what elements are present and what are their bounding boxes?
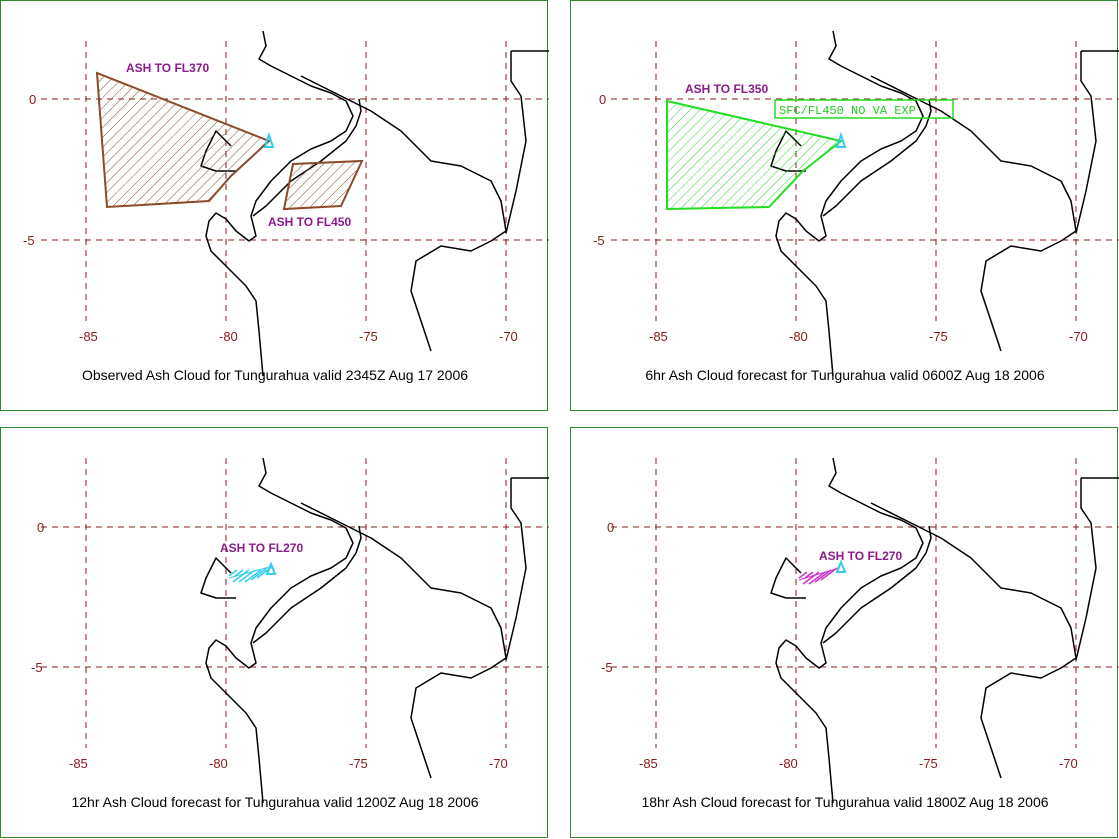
svg-text:-70: -70	[489, 756, 508, 771]
panel-12hr: ASH TO FL270 -85 -80 -75 -70 0 -5 12hr A…	[0, 427, 549, 838]
lon-tick-labels: -85 -80 -75 -70	[639, 756, 1078, 771]
lon-tick-labels: -85 -80 -75 -70	[649, 329, 1088, 344]
lat-tick-labels: 0 -5	[31, 520, 44, 675]
svg-text:-75: -75	[919, 756, 938, 771]
ash-cloud-18hr	[798, 567, 840, 585]
caption-18hr: 18hr Ash Cloud forecast for Tungurahua v…	[641, 794, 1049, 810]
label-ash-fl370: ASH TO FL370	[126, 61, 209, 75]
svg-text:-80: -80	[219, 329, 238, 344]
svg-text:0: 0	[599, 92, 606, 107]
label-ash-fl350: ASH TO FL350	[685, 82, 768, 96]
lat-tick-labels: 0 -5	[23, 92, 36, 248]
label-ash-fl270: ASH TO FL270	[220, 541, 303, 555]
graticule	[611, 41, 1119, 321]
graticule	[611, 458, 1119, 748]
svg-text:-85: -85	[639, 756, 658, 771]
volcano-marker	[263, 131, 275, 148]
svg-text:-80: -80	[789, 329, 808, 344]
panel-6hr: ASH TO FL350 SFC/FL450 NO VA EXP -85 -80…	[570, 0, 1119, 411]
map-18hr: ASH TO FL270 -85 -80 -75 -70 0 -5	[601, 457, 1119, 804]
label-ash-fl270: ASH TO FL270	[819, 549, 902, 563]
lat-tick-labels: 0 -5	[593, 92, 606, 248]
svg-text:-70: -70	[499, 329, 518, 344]
coastline	[200, 30, 549, 377]
panel-observed: ASH TO FL370 ASH TO FL450 -85 -80 -75 -7…	[0, 0, 549, 411]
label-ash-fl450: ASH TO FL450	[268, 215, 351, 229]
svg-text:-85: -85	[69, 756, 88, 771]
volcano-marker	[835, 559, 847, 573]
caption-6hr: 6hr Ash Cloud forecast for Tungurahua va…	[645, 367, 1045, 383]
svg-text:-75: -75	[349, 756, 368, 771]
graticule	[41, 41, 549, 321]
svg-text:0: 0	[29, 92, 36, 107]
coastline	[770, 457, 1119, 804]
coastline	[770, 30, 1119, 377]
caption-12hr: 12hr Ash Cloud forecast for Tungurahua v…	[71, 794, 479, 810]
svg-text:-75: -75	[929, 329, 948, 344]
ash-cloud-6hr	[666, 99, 954, 211]
map-observed: ASH TO FL370 ASH TO FL450 -85 -80 -75 -7…	[23, 30, 549, 377]
svg-text:-80: -80	[779, 756, 798, 771]
svg-text:-85: -85	[649, 329, 668, 344]
svg-text:0: 0	[37, 520, 44, 535]
map-6hr: ASH TO FL350 SFC/FL450 NO VA EXP -85 -80…	[593, 30, 1119, 377]
map-12hr: ASH TO FL270 -85 -80 -75 -70 0 -5	[31, 457, 549, 804]
svg-text:-5: -5	[601, 660, 613, 675]
svg-text:-5: -5	[23, 233, 35, 248]
lon-tick-labels: -85 -80 -75 -70	[79, 329, 518, 344]
svg-text:-5: -5	[593, 233, 605, 248]
volcano-marker	[835, 131, 847, 148]
coastline	[200, 457, 549, 804]
graticule	[41, 458, 549, 748]
caption-observed: Observed Ash Cloud for Tungurahua valid …	[81, 367, 469, 383]
ash-cloud-12hr	[228, 565, 274, 583]
svg-text:-5: -5	[31, 660, 43, 675]
svg-text:-80: -80	[209, 756, 228, 771]
volcano-marker	[265, 561, 277, 575]
lat-tick-labels: 0 -5	[601, 520, 614, 675]
panel-18hr: ASH TO FL270 -85 -80 -75 -70 0 -5 18hr A…	[570, 427, 1119, 838]
svg-text:-70: -70	[1069, 329, 1088, 344]
lon-tick-labels: -85 -80 -75 -70	[69, 756, 508, 771]
svg-text:-70: -70	[1059, 756, 1078, 771]
svg-text:-75: -75	[359, 329, 378, 344]
svg-text:-85: -85	[79, 329, 98, 344]
ash-cloud-observed	[95, 71, 364, 211]
label-no-va-exp: SFC/FL450 NO VA EXP	[779, 104, 916, 118]
svg-text:0: 0	[607, 520, 614, 535]
